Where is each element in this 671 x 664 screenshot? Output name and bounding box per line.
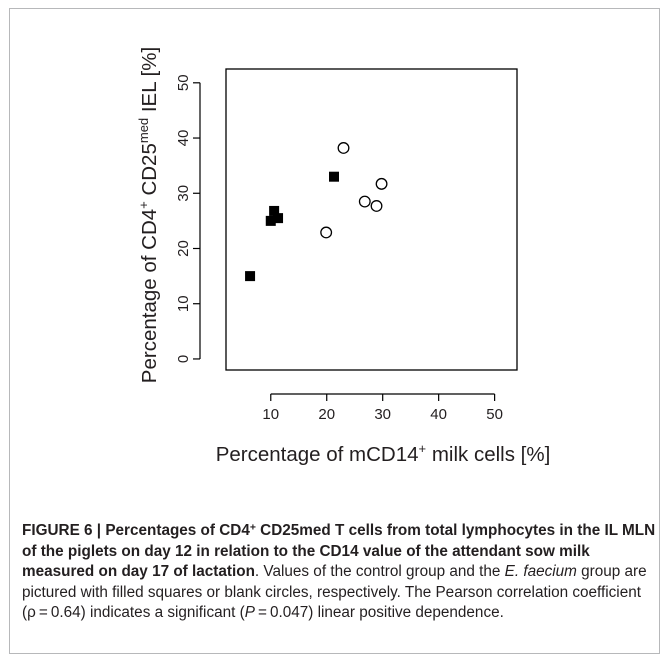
- caption-heading: FIGURE 6 | Percentages of CD4+ CD25med T…: [22, 522, 656, 580]
- data-point-circle: [370, 200, 383, 212]
- y-tick-label: 10: [175, 295, 192, 312]
- data-point-circle: [375, 177, 388, 190]
- data-points: [245, 142, 388, 282]
- data-point-circle: [337, 142, 350, 154]
- scatter-chart: 10 20 30 40 50 0 10 20 30 40 50 Percentage of mCD…: [136, 47, 551, 466]
- figure-caption: FIGURE 6 | Percentages of CD4+ CD25med T…: [22, 521, 658, 624]
- data-point-square: [265, 215, 276, 226]
- caption-text: FIGURE 6 | Percentages of CD4+ CD25med T…: [22, 522, 656, 621]
- y-tick-label: 30: [175, 185, 192, 202]
- species-name: E. faecium: [504, 563, 577, 580]
- p-symbol: P: [244, 604, 255, 621]
- x-tick-label: 20: [318, 406, 335, 423]
- data-point-square: [245, 271, 256, 282]
- data-point-circle: [320, 226, 333, 239]
- x-axis: 10 20 30 40 50: [262, 393, 503, 423]
- y-tick-label: 20: [175, 240, 192, 257]
- data-point-square: [329, 171, 340, 182]
- y-tick-label: 40: [175, 130, 192, 147]
- y-axis-label: Percentage of CD4+ CD25med IEL [%]: [136, 47, 161, 383]
- y-tick-label: 50: [175, 74, 192, 91]
- data-point-square: [273, 213, 284, 224]
- x-tick-label: 30: [374, 406, 391, 423]
- data-point-circle: [358, 195, 371, 208]
- x-axis-label: Percentage of mCD14+ milk cells [%]: [216, 441, 551, 466]
- data-point-square: [269, 205, 280, 216]
- plot-area-box: [225, 68, 518, 371]
- y-tick-label: 0: [175, 355, 192, 363]
- x-tick-label: 10: [262, 406, 279, 423]
- figure-frame: [9, 8, 660, 654]
- x-tick-label: 40: [430, 406, 447, 423]
- y-axis: 0 10 20 30 40 50: [175, 74, 201, 363]
- x-tick-label: 50: [486, 406, 503, 423]
